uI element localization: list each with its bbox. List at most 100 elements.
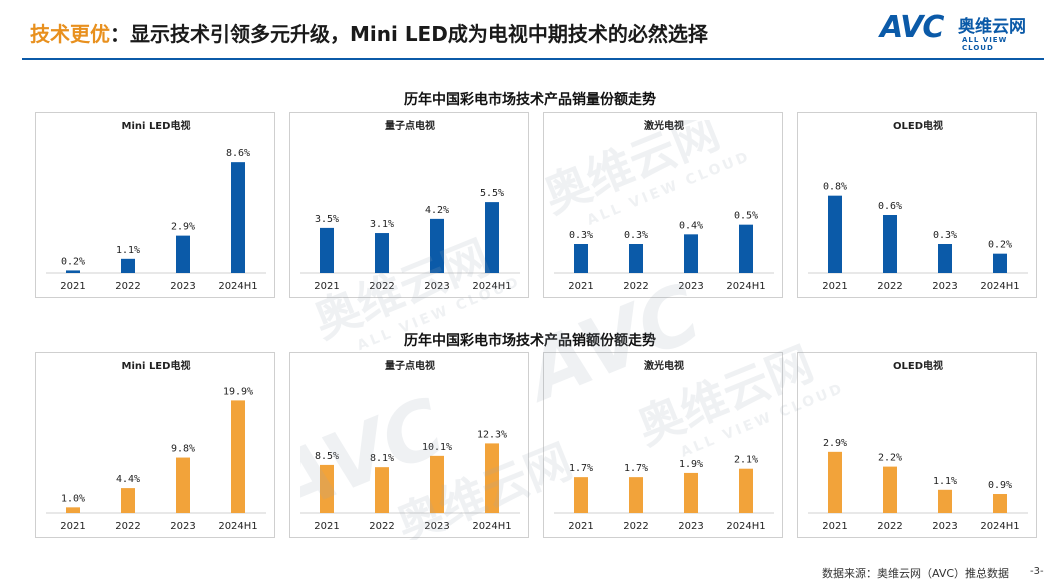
tick-label: 2024H1 [726, 521, 765, 532]
bar [574, 477, 588, 513]
tick-label: 2023 [932, 521, 957, 532]
data-label: 0.3% [933, 230, 957, 241]
data-label: 2.9% [823, 438, 847, 449]
chart-title: Mini LED电视 [122, 119, 191, 132]
data-label: 8.5% [315, 451, 339, 462]
bar [993, 253, 1007, 273]
tick-label: 2022 [623, 521, 648, 532]
data-label: 1.7% [624, 463, 648, 474]
header-rule [22, 58, 1044, 60]
tick-label: 2021 [822, 281, 847, 292]
chart-panel-volume-qd: 量子点电视 3.5% 2021 3.1% 2022 4.2% 2023 5.5% 2024H1 [289, 112, 529, 298]
tick-label: 2022 [877, 281, 902, 292]
tick-label: 2024H1 [218, 281, 257, 292]
tick-label: 2021 [60, 521, 85, 532]
title-highlight: 技术更优 [30, 22, 110, 46]
bar [121, 488, 135, 513]
bar [938, 244, 952, 273]
data-label: 1.0% [61, 493, 85, 504]
chart-title: 激光电视 [644, 359, 684, 372]
chart-title: OLED电视 [893, 359, 943, 372]
bar [739, 468, 753, 513]
tick-label: 2021 [568, 521, 593, 532]
bar [739, 224, 753, 273]
bar-chart-volume-laser: 激光电视 0.3% 2021 0.3% 2022 0.4% 2023 0.5% 2024H1 [554, 119, 774, 292]
bar-chart-value-oled: OLED电视 2.9% 2021 2.2% 2022 1.1% 2023 0.9% 2024H1 [808, 359, 1028, 532]
data-label: 2.1% [734, 455, 758, 466]
tick-label: 2023 [678, 281, 703, 292]
bar [883, 215, 897, 273]
data-label: 0.2% [61, 256, 85, 267]
tick-label: 2024H1 [472, 521, 511, 532]
bar [176, 235, 190, 273]
tick-label: 2024H1 [218, 521, 257, 532]
chart-title: OLED电视 [893, 119, 943, 132]
bar [375, 467, 389, 513]
bar-chart-value-miniled: Mini LED电视 1.0% 2021 4.4% 2022 9.8% 2023 19.9% 2… [46, 359, 266, 532]
chart-title: Mini LED电视 [122, 359, 191, 372]
data-label: 0.5% [734, 211, 758, 222]
tick-label: 2021 [568, 281, 593, 292]
bar-chart-value-qd: 量子点电视 8.5% 2021 8.1% 2022 10.1% 2023 12.3% 2024H… [300, 359, 520, 532]
logo-en: ALL VIEW CLOUD [962, 36, 1008, 52]
bar [66, 270, 80, 273]
tick-label: 2022 [369, 521, 394, 532]
data-label: 9.8% [171, 444, 195, 455]
data-label: 0.2% [988, 240, 1012, 251]
bar [485, 202, 499, 273]
data-label: 2.2% [878, 453, 902, 464]
bar [320, 227, 334, 273]
data-label: 4.4% [116, 474, 140, 485]
bar [320, 464, 334, 513]
data-label: 1.9% [679, 459, 703, 470]
tick-label: 2023 [678, 521, 703, 532]
bar [629, 477, 643, 513]
data-label: 0.8% [823, 182, 847, 193]
bar [684, 472, 698, 513]
chart-title: 量子点电视 [385, 359, 435, 372]
data-label: 0.3% [569, 230, 593, 241]
chart-panel-volume-oled: OLED电视 0.8% 2021 0.6% 2022 0.3% 2023 0.2% 2024H1 [797, 112, 1037, 298]
tick-label: 2022 [115, 521, 140, 532]
tick-label: 2021 [314, 281, 339, 292]
bar [66, 507, 80, 513]
data-label: 10.1% [422, 442, 452, 453]
data-label: 3.5% [315, 214, 339, 225]
chart-title: 量子点电视 [385, 119, 435, 132]
tick-label: 2021 [822, 521, 847, 532]
bar [430, 455, 444, 513]
tick-label: 2022 [877, 521, 902, 532]
data-label: 2.9% [171, 222, 195, 233]
bar [938, 489, 952, 513]
tick-label: 2023 [424, 521, 449, 532]
bar-chart-volume-qd: 量子点电视 3.5% 2021 3.1% 2022 4.2% 2023 5.5% 2024H1 [300, 119, 520, 292]
tick-label: 2024H1 [472, 281, 511, 292]
chart-panel-value-laser: 激光电视 1.7% 2021 1.7% 2022 1.9% 2023 2.1% 2024H1 [543, 352, 783, 538]
chart-panel-value-oled: OLED电视 2.9% 2021 2.2% 2022 1.1% 2023 0.9% 2024H1 [797, 352, 1037, 538]
bar [231, 162, 245, 273]
tick-label: 2022 [623, 281, 648, 292]
bar [828, 451, 842, 513]
data-source: 数据来源：奥维云网（AVC）推总数据 [822, 567, 1010, 580]
data-label: 1.1% [933, 476, 957, 487]
tick-label: 2024H1 [980, 281, 1019, 292]
data-label: 4.2% [425, 205, 449, 216]
avc-logo: AVC 奥维云网 ALL VIEW CLOUD [880, 10, 1040, 52]
data-label: 1.7% [569, 463, 593, 474]
tick-label: 2024H1 [726, 281, 765, 292]
logo-cn: 奥维云网 [958, 17, 1026, 37]
bar [375, 233, 389, 273]
section-title-value: 历年中国彩电市场技术产品销额份额走势 [404, 333, 656, 349]
title-text: ：显示技术引领多元升级，Mini LED成为电视中期技术的必然选择 [110, 22, 708, 46]
bar-chart-volume-oled: OLED电视 0.8% 2021 0.6% 2022 0.3% 2023 0.2% 2024H1 [808, 119, 1028, 292]
bar-chart-volume-miniled: Mini LED电视 0.2% 2021 1.1% 2022 2.9% 2023 8.6% 20… [46, 119, 266, 292]
tick-label: 2021 [60, 281, 85, 292]
data-label: 0.4% [679, 220, 703, 231]
data-label: 3.1% [370, 219, 394, 230]
header: 技术更优：显示技术引领多元升级，Mini LED成为电视中期技术的必然选择 AV… [0, 0, 1060, 60]
section-title-volume: 历年中国彩电市场技术产品销量份额走势 [404, 92, 656, 108]
bar [684, 234, 698, 273]
tick-label: 2024H1 [980, 521, 1019, 532]
chart-panel-volume-laser: 激光电视 0.3% 2021 0.3% 2022 0.4% 2023 0.5% 2024H1 [543, 112, 783, 298]
bar [574, 244, 588, 273]
